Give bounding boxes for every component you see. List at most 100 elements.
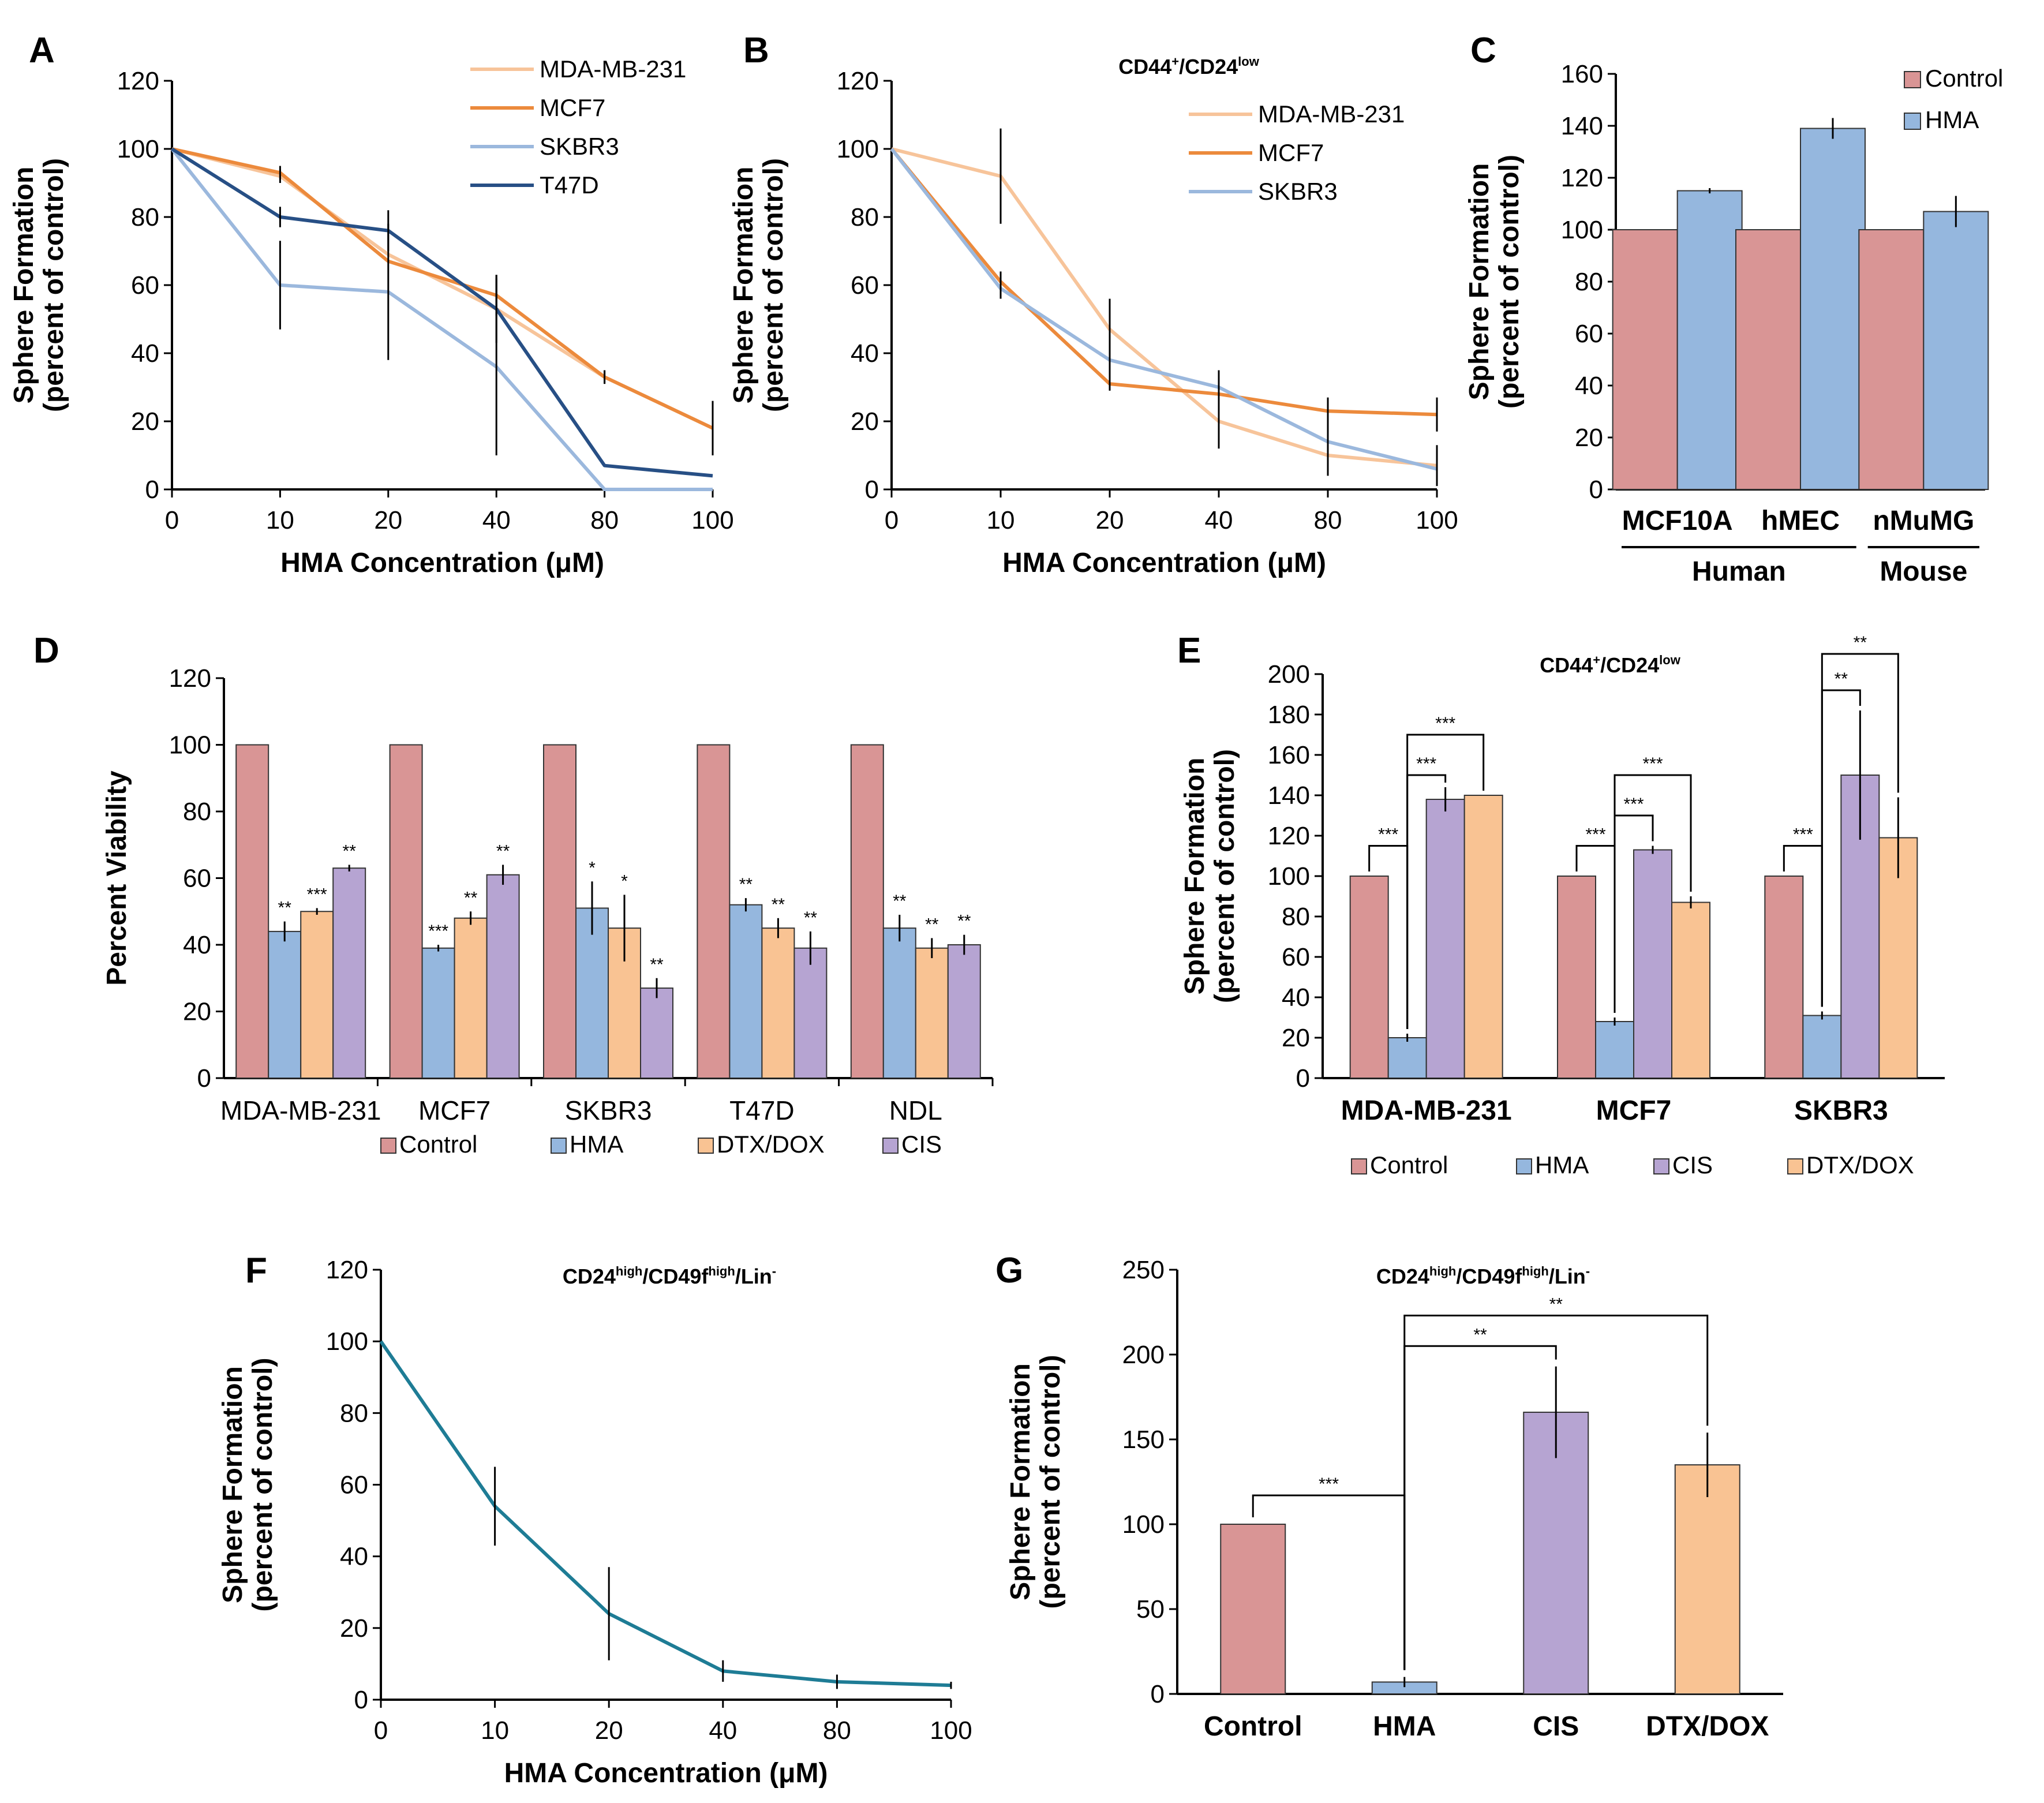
legend-label: SKBR3 bbox=[1258, 178, 1338, 205]
title-superscript: - bbox=[1586, 1264, 1590, 1278]
y-tick-label: 140 bbox=[1561, 112, 1603, 140]
y-tick-label: 50 bbox=[1136, 1595, 1165, 1624]
legend-label: MCF7 bbox=[540, 94, 605, 121]
title-text: /CD24 bbox=[1600, 653, 1659, 677]
series-line bbox=[379, 1340, 952, 1688]
legend-label: MDA-MB-231 bbox=[1258, 100, 1405, 128]
bar bbox=[1923, 211, 1989, 490]
y-axis-label: Sphere Formation bbox=[1005, 1363, 1036, 1600]
y-tick-label: 80 bbox=[131, 203, 159, 231]
y-tick-label: 0 bbox=[865, 476, 879, 504]
x-axis-label: HMA Concentration (μM) bbox=[280, 548, 604, 578]
bar bbox=[543, 744, 576, 1079]
y-tick-label: 80 bbox=[183, 798, 211, 826]
title-superscript: high bbox=[1429, 1264, 1456, 1278]
panel-title: CD44+/CD24low bbox=[1118, 54, 1260, 78]
title-text: CD24 bbox=[1376, 1265, 1429, 1288]
y-axis-label: (percent of control) bbox=[1035, 1355, 1066, 1609]
x-tick-label: 80 bbox=[1314, 506, 1342, 534]
x-category-label: T47D bbox=[729, 1095, 794, 1125]
y-tick-label: 120 bbox=[169, 664, 211, 693]
x-tick-label: 100 bbox=[1416, 506, 1458, 534]
x-category-label: SKBR3 bbox=[565, 1095, 652, 1125]
x-category-label: MDA-MB-231 bbox=[220, 1095, 381, 1125]
y-axis-label: (percent of control) bbox=[39, 158, 69, 412]
y-tick-label: 60 bbox=[131, 271, 159, 300]
x-tick-label: 80 bbox=[823, 1716, 851, 1745]
bar bbox=[1802, 1015, 1842, 1079]
panel-title: CD44+/CD24low bbox=[1540, 653, 1681, 677]
title-text: /CD49f bbox=[1456, 1265, 1522, 1288]
y-tick-label: 140 bbox=[1268, 781, 1310, 810]
y-tick-label: 20 bbox=[131, 407, 159, 436]
bar bbox=[761, 927, 795, 1079]
panel-letter: A bbox=[29, 31, 55, 70]
x-tick-label: 80 bbox=[590, 506, 619, 534]
x-category-label: hMEC bbox=[1761, 506, 1840, 536]
bar bbox=[697, 744, 731, 1079]
bar bbox=[729, 904, 763, 1079]
x-category-label: CIS bbox=[1533, 1711, 1579, 1742]
legend-label: HMA bbox=[570, 1131, 623, 1158]
bar bbox=[1858, 229, 1925, 490]
group-label: Human bbox=[1692, 556, 1786, 587]
bar bbox=[850, 744, 884, 1079]
x-tick-label: 100 bbox=[930, 1716, 972, 1745]
panel-title: CD24high/CD49fhigh/Lin- bbox=[563, 1264, 776, 1288]
title-superscript: low bbox=[1238, 54, 1260, 69]
panel-a: 0 20 40 60 80 100 120 A 0 10 20 40 80 100 HMA Concentr… bbox=[9, 31, 734, 578]
significance-marker: *** bbox=[1623, 795, 1644, 814]
title-text: CD44 bbox=[1540, 653, 1593, 677]
y-tick-label: 60 bbox=[340, 1471, 368, 1499]
y-tick-label: 150 bbox=[1122, 1426, 1165, 1454]
bar bbox=[1674, 1464, 1740, 1695]
significance-marker: ** bbox=[1549, 1295, 1563, 1314]
legend-label: CIS bbox=[901, 1131, 942, 1158]
x-category-label: SKBR3 bbox=[1794, 1095, 1888, 1126]
panel-letter: F bbox=[245, 1251, 267, 1290]
y-tick-label: 180 bbox=[1268, 701, 1310, 729]
bar bbox=[1220, 1524, 1286, 1694]
y-axis-label: (percent of control) bbox=[758, 158, 789, 412]
bar bbox=[793, 947, 828, 1079]
panel-f: 0 20 40 60 80 100 120 F 0 10 20 40 80 100 HMA Concentr… bbox=[218, 1251, 972, 1789]
significance-bracket bbox=[1614, 774, 1692, 1013]
x-category-label: MDA-MB-231 bbox=[1341, 1095, 1512, 1126]
bar bbox=[1425, 799, 1465, 1079]
series-line bbox=[171, 147, 713, 478]
bar bbox=[486, 874, 520, 1079]
panel-c: 0 20 40 60 80 100 120 140 160 C MCF10A hMEC nMuMG Hum… bbox=[1464, 31, 2003, 587]
significance-marker: ** bbox=[804, 908, 818, 927]
bar bbox=[454, 917, 488, 1079]
title-superscript: low bbox=[1659, 653, 1681, 667]
x-tick-label: 0 bbox=[885, 506, 899, 534]
title-superscript: high bbox=[1522, 1264, 1548, 1278]
significance-marker: ** bbox=[1835, 669, 1848, 689]
significance-marker: *** bbox=[1435, 714, 1455, 733]
y-axis-label: Sphere Formation bbox=[9, 167, 39, 404]
y-axis-label: (percent of control) bbox=[1494, 155, 1525, 409]
legend-label: MDA-MB-231 bbox=[540, 55, 686, 83]
significance-marker: ** bbox=[650, 955, 664, 974]
x-tick-label: 40 bbox=[482, 506, 511, 534]
y-tick-label: 100 bbox=[1122, 1510, 1165, 1539]
x-tick-label: 10 bbox=[266, 506, 294, 534]
y-tick-label: 60 bbox=[851, 271, 879, 300]
x-category-label: nMuMG bbox=[1873, 506, 1974, 536]
x-tick-label: 20 bbox=[595, 1716, 623, 1745]
y-tick-label: 60 bbox=[183, 865, 211, 893]
panel-b: 0 20 40 60 80 100 120 B 0 10 20 40 80 100 HMA Concentr… bbox=[728, 31, 1458, 578]
legend-swatch bbox=[1516, 1158, 1532, 1174]
legend-label: HMA bbox=[1925, 106, 1979, 133]
significance-bracket bbox=[1821, 653, 1899, 1007]
title-superscript: - bbox=[772, 1264, 776, 1278]
significance-marker: ** bbox=[957, 912, 971, 931]
y-axis-label: (percent of control) bbox=[248, 1358, 278, 1612]
panel-letter: E bbox=[1177, 631, 1201, 671]
x-category-label: MCF10A bbox=[1622, 506, 1733, 536]
significance-marker: *** bbox=[1585, 825, 1605, 844]
series-line bbox=[170, 148, 713, 491]
legend-swatch bbox=[1904, 113, 1921, 130]
bar bbox=[421, 947, 455, 1079]
